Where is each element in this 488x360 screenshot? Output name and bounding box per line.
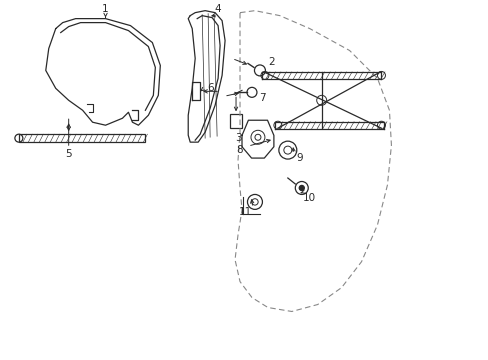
Text: 10: 10 bbox=[303, 193, 316, 203]
Text: 7: 7 bbox=[258, 93, 264, 103]
Text: 1: 1 bbox=[102, 4, 109, 14]
Text: 3: 3 bbox=[234, 133, 241, 143]
Text: 8: 8 bbox=[236, 145, 243, 155]
Text: 2: 2 bbox=[268, 58, 275, 67]
Bar bbox=[229, 114, 242, 128]
Circle shape bbox=[299, 185, 304, 190]
Bar bbox=[19, 134, 145, 142]
Text: 11: 11 bbox=[238, 207, 251, 217]
Text: 6: 6 bbox=[206, 84, 213, 93]
Text: 9: 9 bbox=[296, 153, 303, 163]
Text: 4: 4 bbox=[214, 4, 221, 14]
Text: 5: 5 bbox=[65, 149, 72, 159]
